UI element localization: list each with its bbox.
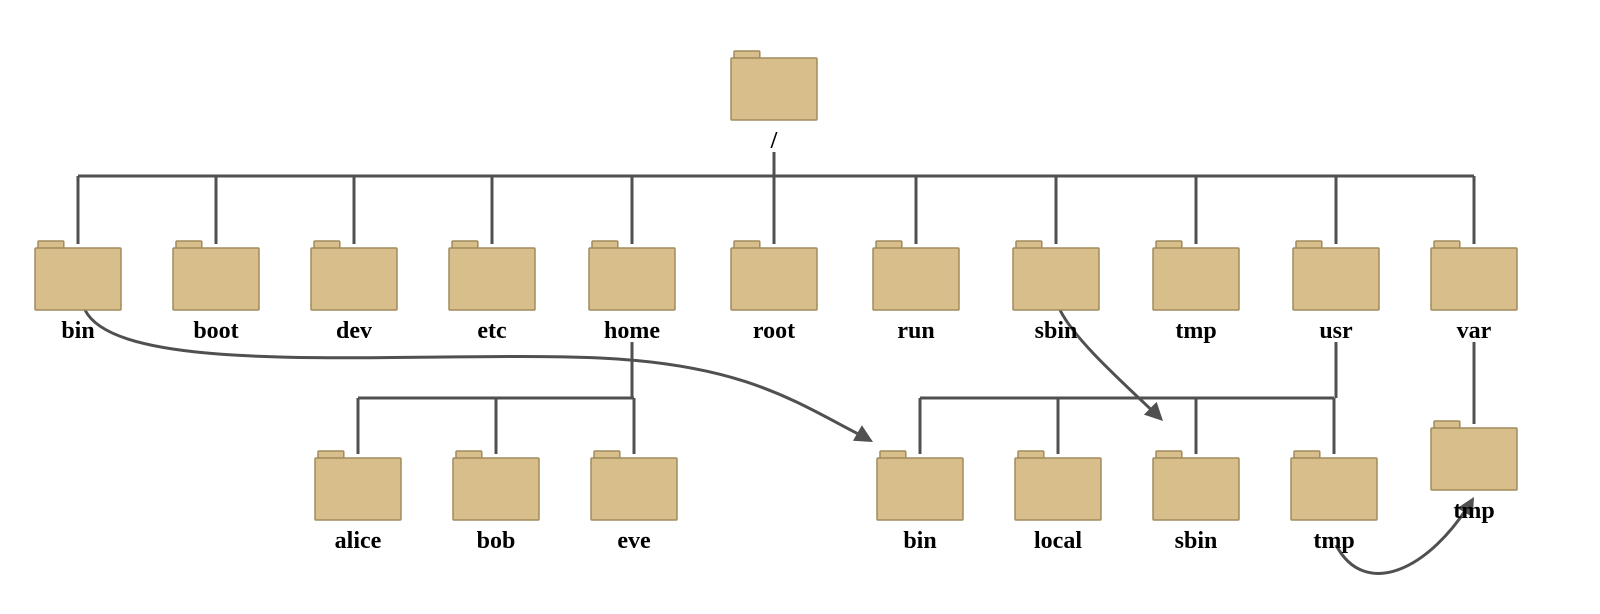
label-utmp: tmp	[1313, 528, 1354, 554]
folder-boot: boot	[173, 241, 259, 344]
folder-alice: alice	[315, 451, 401, 554]
label-etc: etc	[477, 318, 507, 344]
folder-rootd: root	[731, 241, 817, 344]
folder-sbin: sbin	[1013, 241, 1099, 344]
label-ubin: bin	[903, 528, 936, 554]
filesystem-tree-diagram: / bin boot dev etc home root run sbin tmp usr var al…	[0, 0, 1600, 614]
label-bin: bin	[61, 318, 94, 344]
folder-usr: usr	[1293, 241, 1379, 344]
folder-local: local	[1015, 451, 1101, 554]
folder-run: run	[873, 241, 959, 344]
folder-var: var	[1431, 241, 1517, 344]
label-root: /	[770, 128, 778, 154]
symlink-arrows	[85, 310, 1474, 573]
folders: / bin boot dev etc home root run sbin tmp usr var al…	[35, 51, 1517, 554]
label-run: run	[897, 318, 934, 344]
label-home: home	[604, 318, 660, 344]
label-usr: usr	[1319, 318, 1353, 344]
folder-dev: dev	[311, 241, 397, 344]
label-vtmp: tmp	[1453, 498, 1494, 524]
label-dev: dev	[336, 318, 372, 344]
label-eve: eve	[617, 528, 651, 554]
folder-etc: etc	[449, 241, 535, 344]
label-usbin: sbin	[1175, 528, 1218, 554]
label-rootd: root	[753, 318, 795, 344]
folder-home: home	[589, 241, 675, 344]
label-sbin: sbin	[1035, 318, 1078, 344]
folder-root: /	[731, 51, 817, 154]
folder-ubin: bin	[877, 451, 963, 554]
folder-eve: eve	[591, 451, 677, 554]
folder-vtmp: tmp	[1431, 421, 1517, 524]
label-tmp: tmp	[1175, 318, 1216, 344]
label-bob: bob	[477, 528, 516, 554]
label-alice: alice	[335, 528, 382, 554]
folder-utmp: tmp	[1291, 451, 1377, 554]
label-boot: boot	[193, 318, 238, 344]
folder-bob: bob	[453, 451, 539, 554]
folder-tmp: tmp	[1153, 241, 1239, 344]
label-local: local	[1034, 528, 1082, 554]
folder-usbin: sbin	[1153, 451, 1239, 554]
folder-bin: bin	[35, 241, 121, 344]
label-var: var	[1457, 318, 1492, 344]
